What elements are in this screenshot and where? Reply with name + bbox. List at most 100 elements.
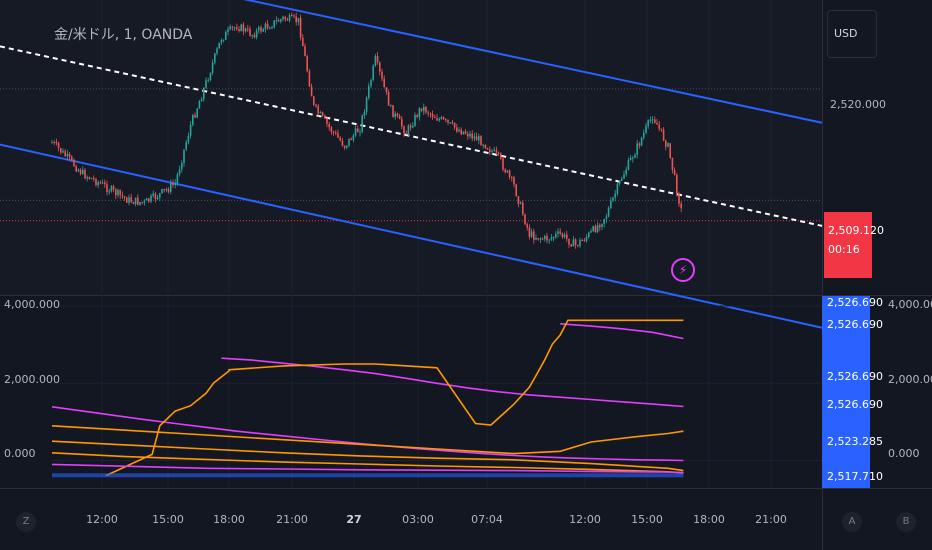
candle-body xyxy=(625,169,627,175)
candle-body xyxy=(165,189,168,191)
candle-body xyxy=(86,177,88,179)
candle-body xyxy=(181,162,183,170)
candle-body xyxy=(185,142,187,150)
candle-body xyxy=(337,133,339,138)
candle-body xyxy=(396,113,399,116)
candle-body xyxy=(629,157,632,161)
candle-body xyxy=(297,17,300,23)
candle-body xyxy=(238,29,240,31)
candle-body xyxy=(390,105,392,107)
candle-body xyxy=(209,72,212,81)
candle-body xyxy=(244,28,247,32)
candle-body xyxy=(497,152,500,154)
orange-indicator-line xyxy=(51,452,684,474)
candle-body xyxy=(282,16,284,20)
candle-body xyxy=(115,189,117,196)
candle-body xyxy=(82,169,84,174)
candle-body xyxy=(62,151,64,153)
channel-upper-line xyxy=(243,0,823,124)
candle-body xyxy=(291,15,293,17)
candle-body xyxy=(447,119,449,123)
candle-body xyxy=(632,157,634,159)
candle-body xyxy=(568,238,570,245)
candle-body xyxy=(269,28,271,30)
candle-body xyxy=(139,202,141,205)
indicator-left-axis-label: 2,000.000 xyxy=(4,373,60,386)
auto-scale-button[interactable]: A xyxy=(842,512,862,532)
candle-body xyxy=(506,170,509,173)
candle-body xyxy=(132,202,135,205)
candle-body xyxy=(530,231,533,237)
candle-body xyxy=(79,169,82,174)
candle-body xyxy=(590,230,592,233)
candle-body xyxy=(55,142,58,144)
scale-left-button[interactable]: Z xyxy=(16,512,36,532)
candle-body xyxy=(321,112,324,116)
candle-body xyxy=(570,244,572,247)
candle-body xyxy=(438,118,440,121)
candle-body xyxy=(409,125,412,128)
candle-body xyxy=(359,131,361,133)
candle-body xyxy=(418,108,421,117)
price-axis-label: 2,520.000 xyxy=(830,98,886,111)
candle-body xyxy=(517,196,520,204)
candle-body xyxy=(95,178,97,186)
candle-body xyxy=(581,239,583,241)
candle-body xyxy=(385,87,388,92)
candle-body xyxy=(656,122,658,125)
candle-body xyxy=(99,182,102,184)
candle-body xyxy=(416,115,418,117)
candle-body xyxy=(398,115,401,119)
candle-body xyxy=(601,223,603,228)
candle-body xyxy=(458,129,460,132)
candle-body xyxy=(266,23,269,29)
candle-body xyxy=(357,128,359,133)
candle-body xyxy=(60,148,62,153)
candle-body xyxy=(546,235,548,241)
candle-body xyxy=(88,177,91,179)
indicator-left-axis-label: 0.000 xyxy=(4,447,36,460)
candle-body xyxy=(420,108,423,112)
candle-body xyxy=(486,148,489,150)
indicator-value-label: 2,526.690 xyxy=(827,398,883,411)
candle-body xyxy=(414,115,416,126)
candle-body xyxy=(156,197,159,199)
candle-body xyxy=(326,118,328,124)
candle-body xyxy=(346,145,348,148)
candle-body xyxy=(383,78,385,88)
scale-right-button[interactable]: B xyxy=(896,512,916,532)
candle-body xyxy=(229,26,231,30)
candle-body xyxy=(137,197,139,205)
candle-body xyxy=(117,189,119,196)
candle-body xyxy=(143,200,146,203)
candle-body xyxy=(471,133,473,139)
candle-body xyxy=(658,124,660,129)
candle-body xyxy=(614,193,616,198)
candle-body xyxy=(90,178,93,180)
currency-button[interactable]: USD xyxy=(827,10,877,58)
candle-body xyxy=(251,35,253,37)
time-axis-label: 21:00 xyxy=(755,513,787,526)
last-price-tag: 2,509.120 00:16 xyxy=(824,212,884,278)
candle-body xyxy=(535,238,537,240)
candle-body xyxy=(526,224,528,228)
candle-body xyxy=(262,29,264,32)
candle-body xyxy=(163,189,165,191)
candle-body xyxy=(671,157,674,170)
candle-body xyxy=(453,122,456,128)
candle-body xyxy=(508,170,511,177)
candle-body xyxy=(427,112,429,114)
candle-body xyxy=(203,87,205,100)
indicator-value-label: 2,526.690 xyxy=(827,296,883,309)
candle-body xyxy=(412,125,414,128)
candle-body xyxy=(104,182,106,185)
indicator-left-axis-label: 4,000.000 xyxy=(4,298,60,311)
lightning-bolt-icon[interactable]: ⚡ xyxy=(671,258,695,282)
time-axis-label: 18:00 xyxy=(213,513,245,526)
orange-indicator-line xyxy=(51,440,684,472)
candle-body xyxy=(304,46,306,57)
candle-body xyxy=(425,106,427,113)
candle-body xyxy=(550,237,553,240)
candle-body xyxy=(339,137,341,141)
